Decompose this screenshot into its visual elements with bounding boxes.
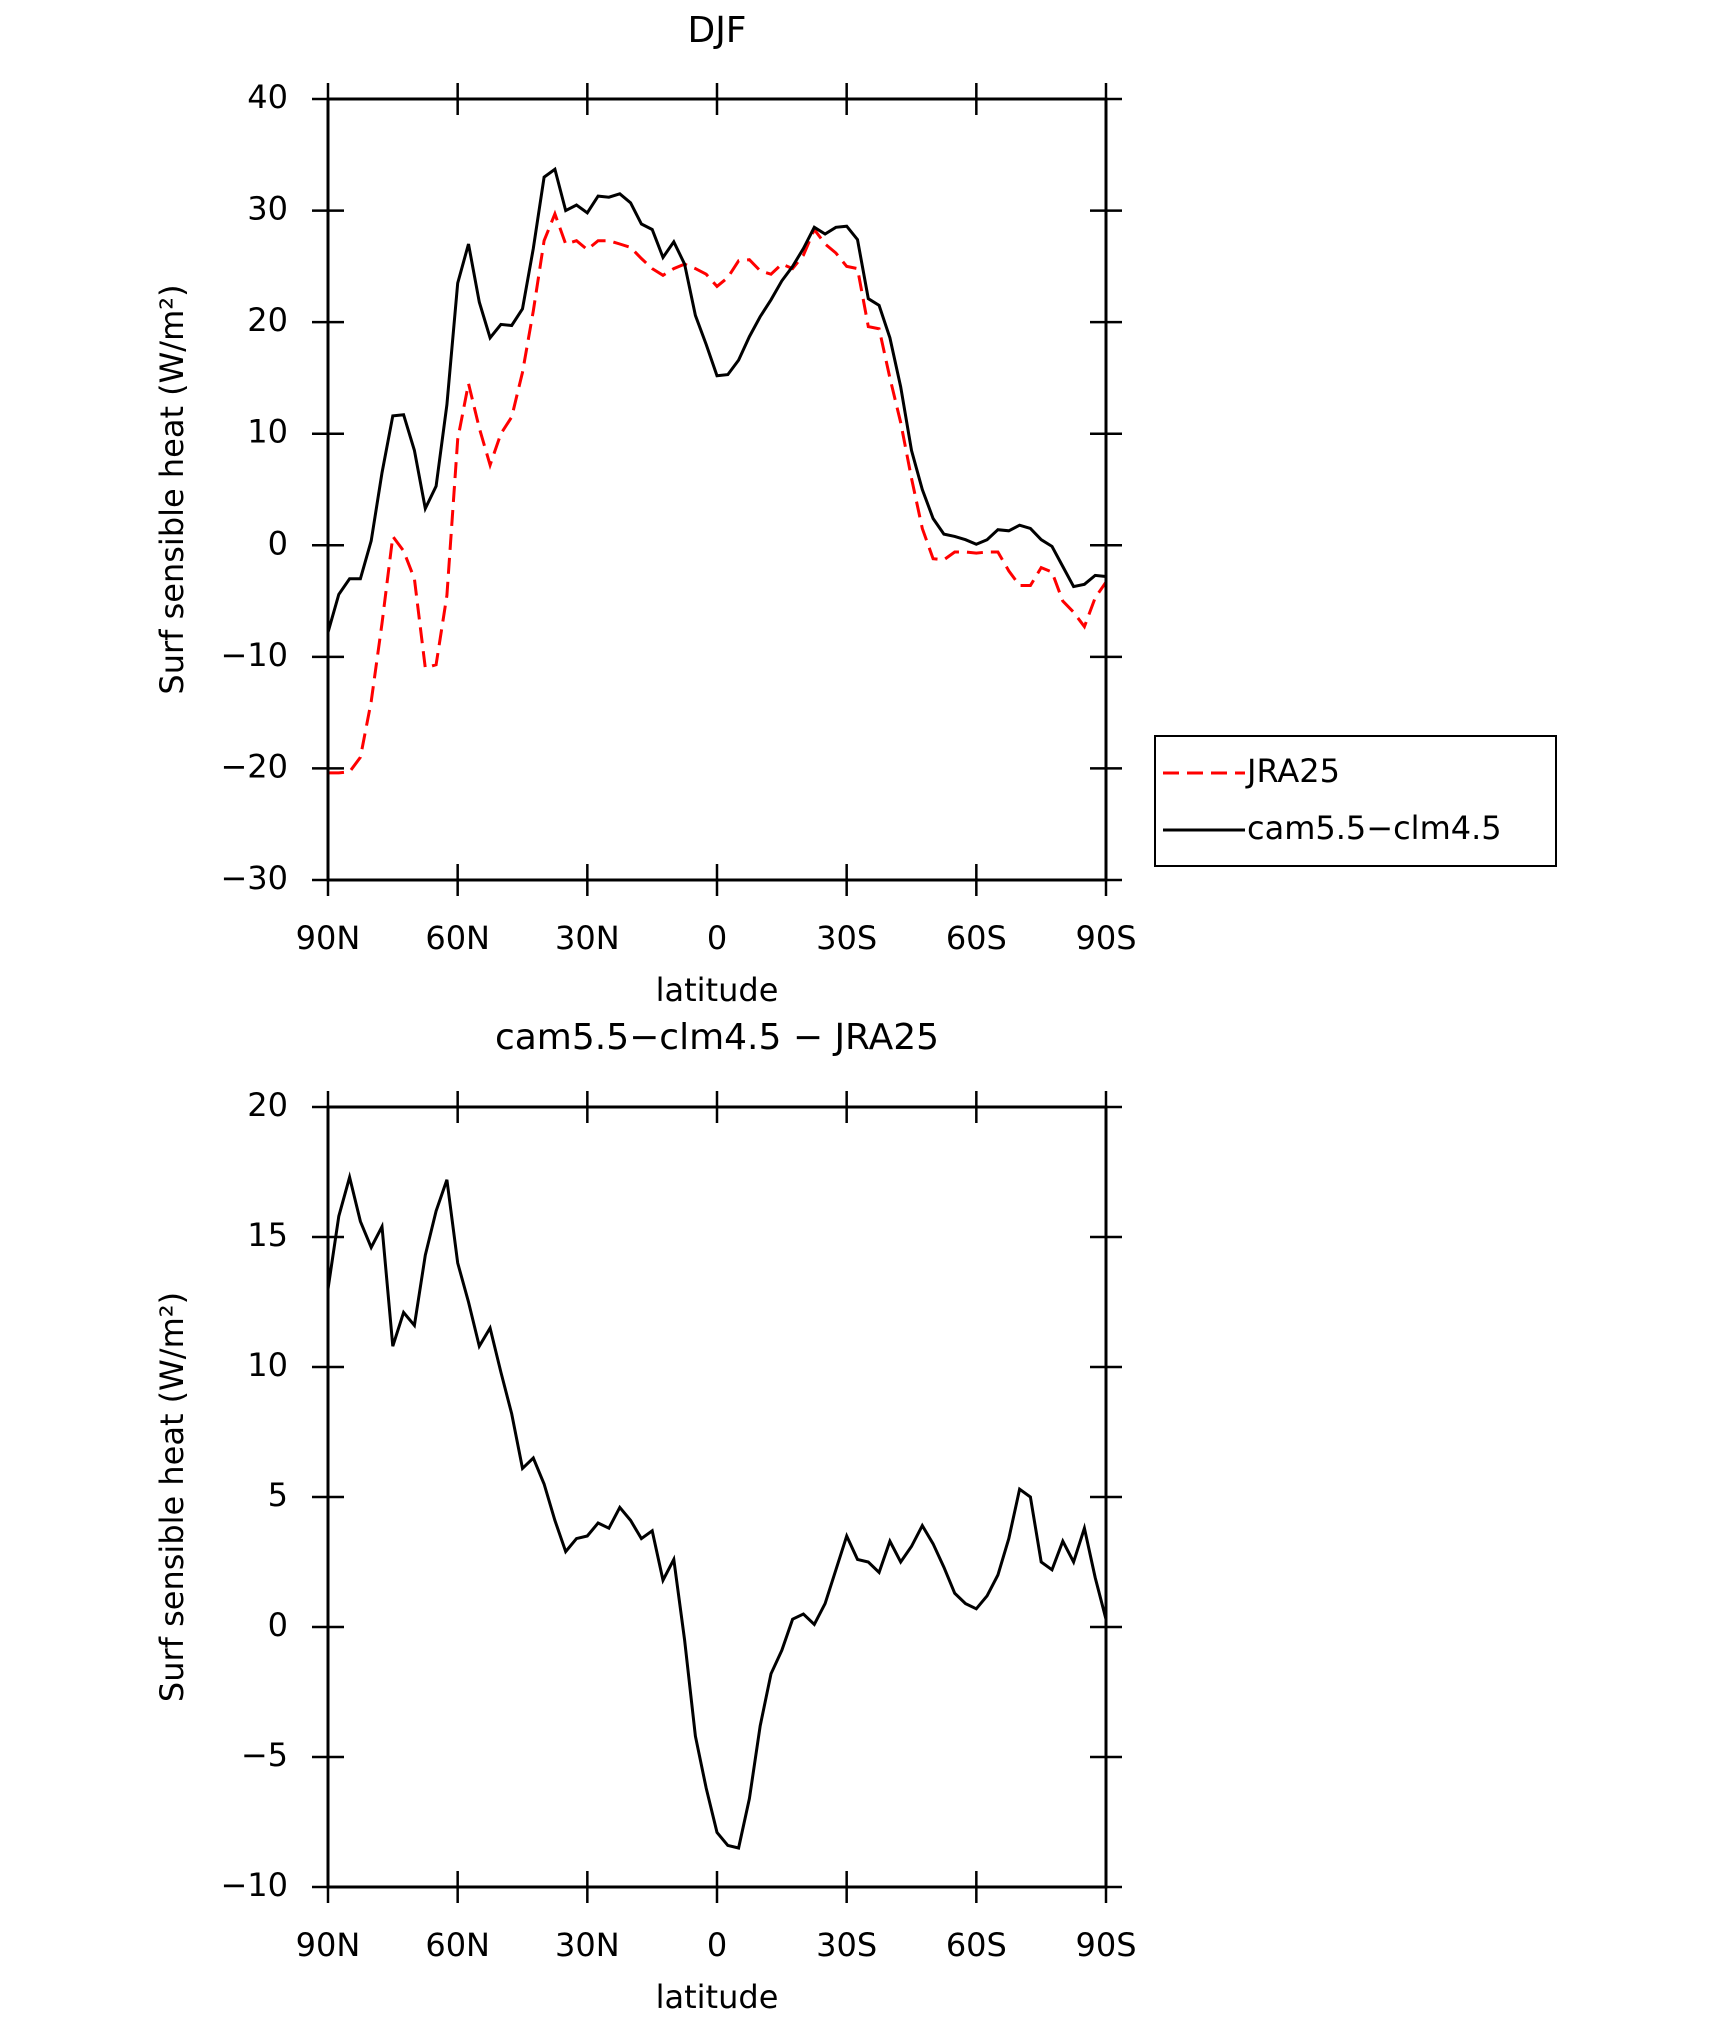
- series-line: [326, 1171, 1108, 1850]
- y-tick-label: 0: [268, 524, 288, 562]
- y-tick-label: 5: [268, 1476, 288, 1514]
- series-line: [326, 166, 1107, 633]
- y-tick-label: −10: [220, 636, 288, 674]
- x-tick-label: 90S: [1075, 1926, 1136, 1964]
- plot-frame: [326, 97, 1108, 882]
- x-tick-label: 60N: [425, 919, 490, 957]
- x-tick-label: 0: [707, 919, 727, 957]
- y-tick-label: −10: [220, 1866, 288, 1904]
- y-axis-title: Surf sensible heat (W/m²): [153, 1292, 191, 1702]
- legend-box: [1154, 735, 1557, 867]
- y-tick-label: −30: [220, 859, 288, 897]
- x-tick-label: 30N: [555, 1926, 620, 1964]
- x-tick-label: 30N: [555, 919, 620, 957]
- y-tick-label: 20: [247, 301, 288, 339]
- x-tick-label: 60S: [946, 919, 1007, 957]
- x-tick-label: 30S: [816, 1926, 877, 1964]
- x-tick-label: 90N: [296, 919, 361, 957]
- y-axis-title: Surf sensible heat (W/m²): [153, 284, 191, 694]
- y-tick-label: 0: [268, 1606, 288, 1644]
- chart-title: cam5.5−clm4.5 − JRA25: [495, 1017, 939, 1058]
- y-tick-label: −5: [241, 1736, 288, 1774]
- legend-label: cam5.5−clm4.5: [1247, 809, 1502, 847]
- y-tick-label: 30: [247, 190, 288, 228]
- y-tick-label: 10: [247, 1346, 288, 1384]
- x-tick-label: 90S: [1075, 919, 1136, 957]
- chart-title: DJF: [687, 10, 746, 51]
- y-tick-label: 40: [247, 78, 288, 116]
- x-tick-label: 0: [707, 1926, 727, 1964]
- y-tick-label: 15: [247, 1216, 288, 1254]
- plot-frame: [326, 1105, 1108, 1889]
- x-tick-label: 90N: [296, 1926, 361, 1964]
- x-axis-title: latitude: [656, 971, 779, 1009]
- y-tick-label: 20: [247, 1086, 288, 1124]
- legend-label: JRA25: [1245, 752, 1340, 790]
- x-axis-title: latitude: [656, 1978, 779, 2016]
- y-tick-label: 10: [247, 413, 288, 451]
- y-tick-label: −20: [220, 747, 288, 785]
- series-line: [328, 209, 1108, 775]
- x-tick-label: 30S: [816, 919, 877, 957]
- x-tick-label: 60N: [425, 1926, 490, 1964]
- x-tick-label: 60S: [946, 1926, 1007, 1964]
